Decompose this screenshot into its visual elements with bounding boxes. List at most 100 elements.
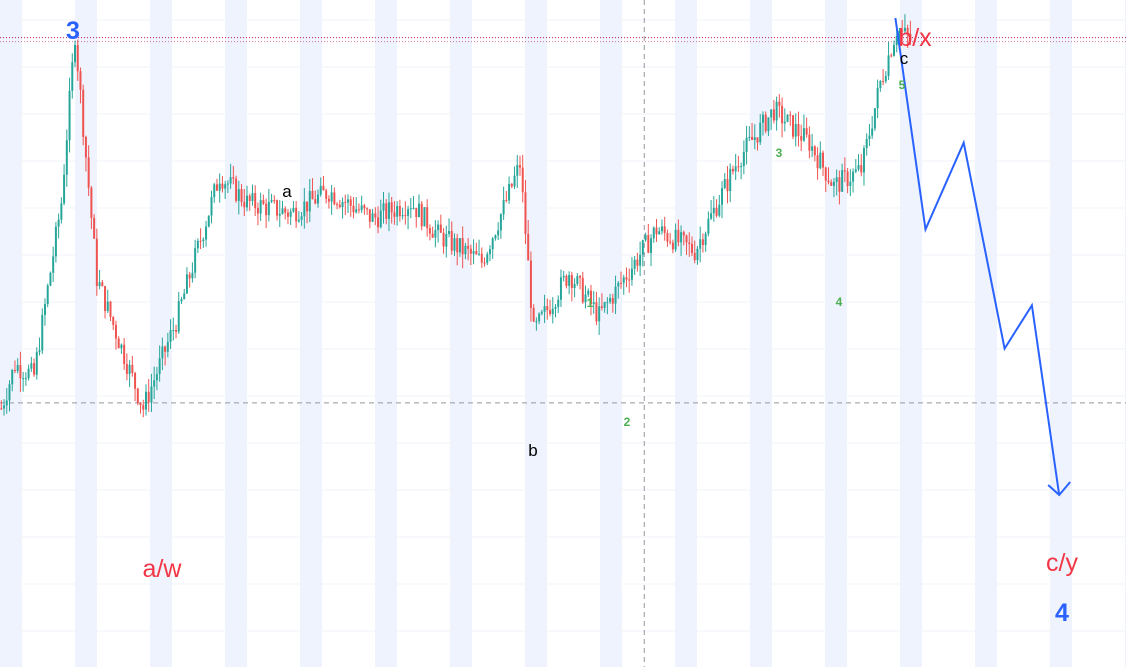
candle [903, 14, 906, 35]
candle [93, 214, 96, 239]
candle-body [639, 254, 642, 266]
candle-body [82, 89, 85, 137]
candle [871, 115, 874, 140]
candle [360, 195, 363, 213]
candle-body [355, 209, 358, 213]
candle [306, 201, 309, 224]
candle [202, 237, 205, 248]
candle [303, 187, 306, 229]
candle [838, 170, 841, 205]
candle [292, 200, 295, 213]
candle-body [150, 386, 153, 403]
candle [175, 324, 178, 339]
candle [338, 200, 341, 209]
candle [207, 215, 210, 228]
session-band [825, 0, 847, 667]
candle-body [423, 207, 426, 227]
candle-body [33, 363, 36, 375]
candle [778, 94, 781, 118]
candle [153, 366, 156, 400]
candle [682, 230, 685, 246]
candle [142, 399, 145, 418]
candle [456, 233, 459, 266]
candle-body [846, 171, 849, 187]
candle-body [169, 330, 172, 342]
candle [65, 129, 68, 187]
candle-body [486, 254, 489, 264]
candle-body [158, 358, 161, 375]
candle-body [393, 212, 396, 217]
candle-body [464, 245, 467, 255]
candle-body [52, 256, 55, 273]
candle-body [194, 248, 197, 273]
candle-body [524, 192, 527, 234]
candle [368, 209, 371, 229]
candle-body [243, 201, 246, 208]
candle-body [199, 240, 202, 242]
candle-body [805, 128, 808, 135]
candle [68, 77, 71, 153]
candle-body [549, 310, 552, 315]
candle [609, 293, 612, 305]
candle-body [104, 286, 107, 311]
candle-body [3, 405, 6, 409]
candle [431, 226, 434, 238]
candle [816, 147, 819, 180]
candle-body [226, 183, 229, 185]
candle-body [401, 215, 404, 217]
candle [699, 226, 702, 263]
candle [671, 239, 674, 254]
candle [74, 40, 77, 68]
candle [786, 114, 789, 123]
candle [254, 185, 257, 217]
candle [505, 191, 508, 203]
candle-body [16, 365, 19, 371]
candle-body [235, 178, 238, 201]
candle [284, 206, 287, 220]
candle-body [884, 75, 887, 82]
candle [562, 270, 565, 282]
candle [644, 232, 647, 242]
candle-body [693, 252, 696, 261]
candle-body [237, 189, 240, 201]
candle-body [251, 193, 254, 202]
candle-body [166, 341, 169, 352]
candle-body [27, 368, 30, 379]
candle-body [617, 282, 620, 287]
wave-label-a: a [282, 182, 292, 201]
candle [43, 298, 46, 326]
candle-body [5, 400, 8, 406]
candle [647, 223, 650, 254]
candle [882, 69, 885, 86]
candle [218, 173, 221, 203]
candle [792, 114, 794, 140]
candle [57, 213, 60, 239]
candle [235, 175, 238, 203]
candle-body [90, 187, 93, 218]
candle [641, 239, 644, 267]
candle [587, 288, 590, 298]
candle-body [808, 134, 811, 151]
candle [448, 218, 451, 238]
session-band [450, 0, 472, 667]
candle-body [155, 374, 158, 381]
candle-body [65, 140, 68, 175]
candle [396, 201, 399, 226]
candle [49, 271, 52, 287]
candle [486, 251, 489, 266]
candle [450, 221, 453, 255]
candle [611, 293, 614, 313]
candle-body [609, 298, 612, 302]
candle-body [172, 330, 175, 332]
candle [729, 163, 732, 203]
candle-body [63, 174, 66, 204]
candle-body [43, 304, 46, 315]
candle [123, 337, 126, 370]
candle-body [215, 184, 218, 191]
candle-body [57, 219, 60, 227]
candle-body [286, 212, 289, 217]
candle-body [38, 350, 41, 353]
candle [289, 208, 292, 226]
candle-body [789, 114, 792, 116]
